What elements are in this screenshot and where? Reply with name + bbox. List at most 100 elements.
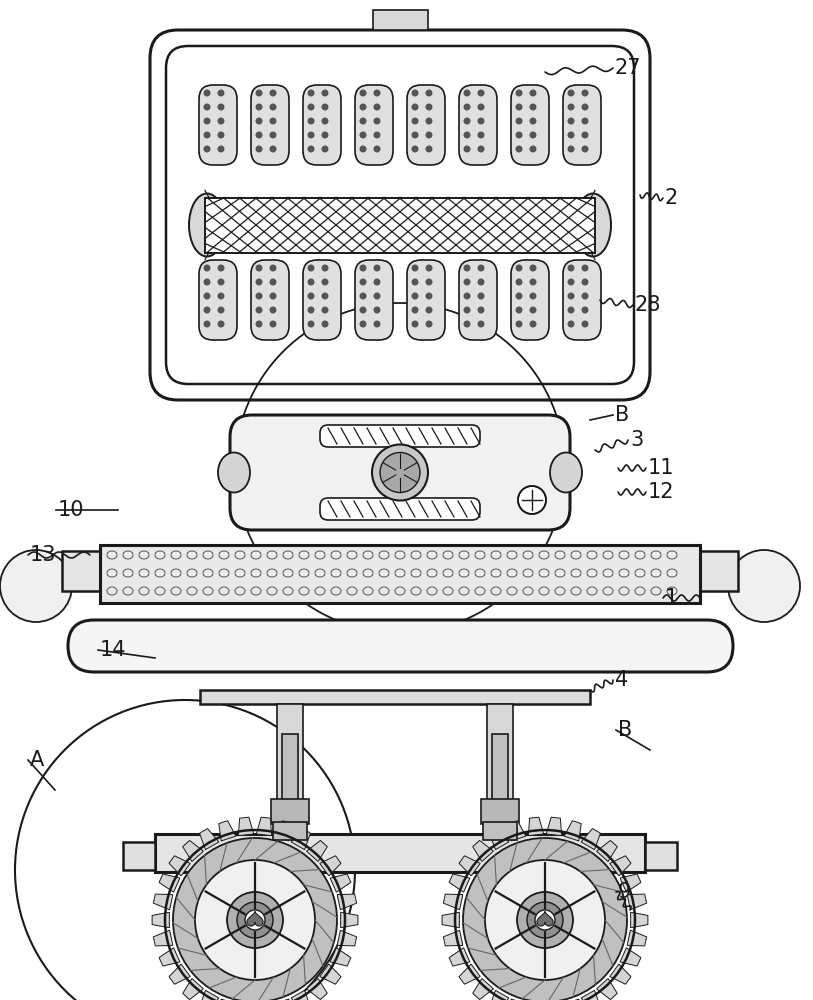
Circle shape <box>530 293 536 299</box>
Circle shape <box>530 146 536 152</box>
Circle shape <box>256 307 262 313</box>
Polygon shape <box>199 990 219 1000</box>
Polygon shape <box>564 821 581 841</box>
Circle shape <box>204 146 210 152</box>
Polygon shape <box>307 978 328 1000</box>
Circle shape <box>227 892 283 948</box>
Text: B: B <box>618 720 633 740</box>
FancyBboxPatch shape <box>563 260 601 340</box>
Circle shape <box>308 321 314 327</box>
FancyBboxPatch shape <box>303 260 341 340</box>
FancyBboxPatch shape <box>251 260 289 340</box>
Polygon shape <box>459 856 480 876</box>
Circle shape <box>360 321 366 327</box>
Polygon shape <box>152 912 169 928</box>
Circle shape <box>256 321 262 327</box>
Text: 1: 1 <box>665 588 678 608</box>
Circle shape <box>322 118 328 124</box>
Polygon shape <box>546 817 562 836</box>
Polygon shape <box>330 948 351 966</box>
Bar <box>372 10 428 30</box>
Circle shape <box>412 321 418 327</box>
Circle shape <box>516 279 522 285</box>
Bar <box>700 551 738 591</box>
Polygon shape <box>489 990 509 1000</box>
Bar <box>481 799 519 824</box>
Text: A: A <box>30 750 44 770</box>
Circle shape <box>374 265 380 271</box>
Circle shape <box>568 118 574 124</box>
Polygon shape <box>154 930 173 946</box>
FancyBboxPatch shape <box>320 498 480 520</box>
Circle shape <box>204 265 210 271</box>
Circle shape <box>478 146 484 152</box>
Circle shape <box>530 279 536 285</box>
Polygon shape <box>256 817 272 836</box>
Polygon shape <box>341 912 358 928</box>
Polygon shape <box>449 874 470 892</box>
Polygon shape <box>620 948 641 966</box>
Circle shape <box>582 321 588 327</box>
Circle shape <box>426 132 432 138</box>
Bar <box>100 545 700 603</box>
Circle shape <box>270 265 276 271</box>
Circle shape <box>485 860 605 980</box>
Circle shape <box>308 146 314 152</box>
Circle shape <box>322 279 328 285</box>
Circle shape <box>464 90 470 96</box>
Text: 2: 2 <box>665 188 678 208</box>
Circle shape <box>478 293 484 299</box>
FancyBboxPatch shape <box>230 415 570 530</box>
Circle shape <box>374 293 380 299</box>
Polygon shape <box>537 912 553 926</box>
Circle shape <box>516 118 522 124</box>
Circle shape <box>218 132 224 138</box>
Ellipse shape <box>189 194 225 256</box>
Text: 14: 14 <box>100 640 127 660</box>
Circle shape <box>308 265 314 271</box>
FancyBboxPatch shape <box>355 260 393 340</box>
Circle shape <box>464 279 470 285</box>
Circle shape <box>412 265 418 271</box>
Polygon shape <box>159 948 180 966</box>
Circle shape <box>204 118 210 124</box>
Polygon shape <box>169 856 190 876</box>
Polygon shape <box>247 912 263 926</box>
Circle shape <box>582 279 588 285</box>
Text: 12: 12 <box>648 482 675 502</box>
Circle shape <box>516 265 522 271</box>
Circle shape <box>478 321 484 327</box>
Circle shape <box>530 118 536 124</box>
Polygon shape <box>597 978 617 1000</box>
Polygon shape <box>627 930 646 946</box>
Circle shape <box>270 293 276 299</box>
Polygon shape <box>337 930 357 946</box>
Circle shape <box>568 307 574 313</box>
Circle shape <box>204 321 210 327</box>
Circle shape <box>308 307 314 313</box>
Circle shape <box>582 307 588 313</box>
Circle shape <box>204 279 210 285</box>
Circle shape <box>360 104 366 110</box>
Circle shape <box>270 118 276 124</box>
Polygon shape <box>472 840 493 862</box>
Circle shape <box>256 104 262 110</box>
Polygon shape <box>581 990 601 1000</box>
Circle shape <box>0 550 72 622</box>
Circle shape <box>478 90 484 96</box>
Circle shape <box>204 307 210 313</box>
FancyBboxPatch shape <box>303 85 341 165</box>
Circle shape <box>374 132 380 138</box>
Circle shape <box>530 321 536 327</box>
Bar <box>62 551 100 591</box>
Circle shape <box>426 321 432 327</box>
Circle shape <box>728 550 800 622</box>
Circle shape <box>464 104 470 110</box>
Polygon shape <box>631 912 648 928</box>
Circle shape <box>516 146 522 152</box>
Bar <box>273 822 307 840</box>
Circle shape <box>374 307 380 313</box>
FancyBboxPatch shape <box>563 85 601 165</box>
FancyBboxPatch shape <box>459 85 497 165</box>
Text: 11: 11 <box>648 458 675 478</box>
